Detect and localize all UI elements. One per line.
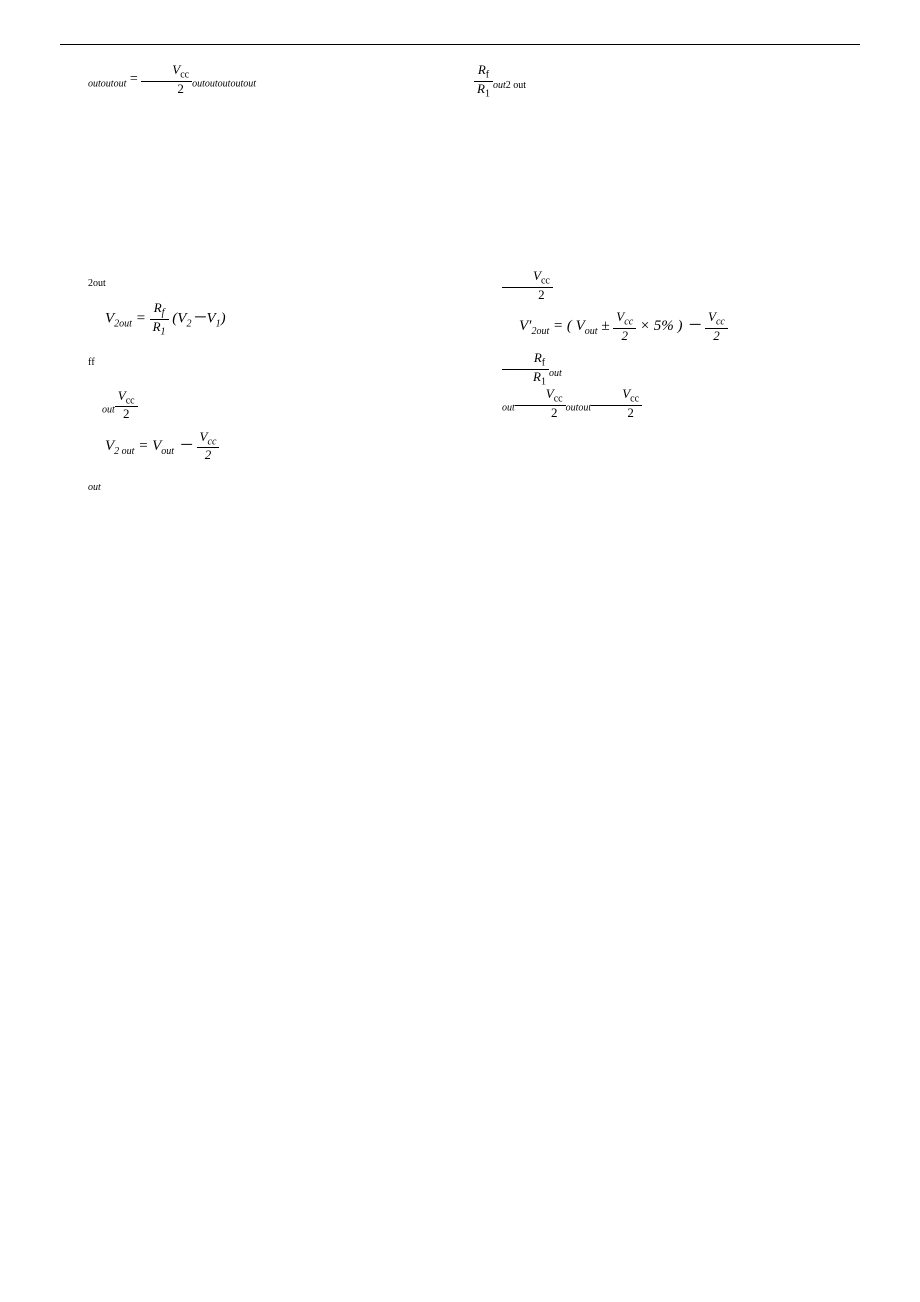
para: outoutout = Vcc2outoutoutoutout [60,63,446,96]
para: outVcc2outoutVcc2 [474,387,860,420]
right-column: RfR1out2 out Vcc2 V′2out = ( Vout ± Vcc2… [474,63,860,498]
para: ff [60,345,446,372]
equation-2: V2out = RfR1 (V2－V1) [60,301,446,337]
para: Vcc2 [474,269,860,302]
figure-7-chart [517,105,817,255]
para: outVcc2 [60,389,446,422]
para: out [60,470,446,497]
equation-4: V2 out = Vout － Vcc2 [60,430,446,463]
para: 2out [60,266,446,293]
para: RfR1out [474,351,860,387]
para: RfR1out2 out [474,63,860,99]
left-column: outoutout = Vcc2outoutoutoutout 2out V2o… [60,63,446,498]
equation-5: V′2out = ( Vout ± Vcc2 × 5% ) － Vcc2 [474,310,860,343]
figure-6-circuit [103,104,403,254]
